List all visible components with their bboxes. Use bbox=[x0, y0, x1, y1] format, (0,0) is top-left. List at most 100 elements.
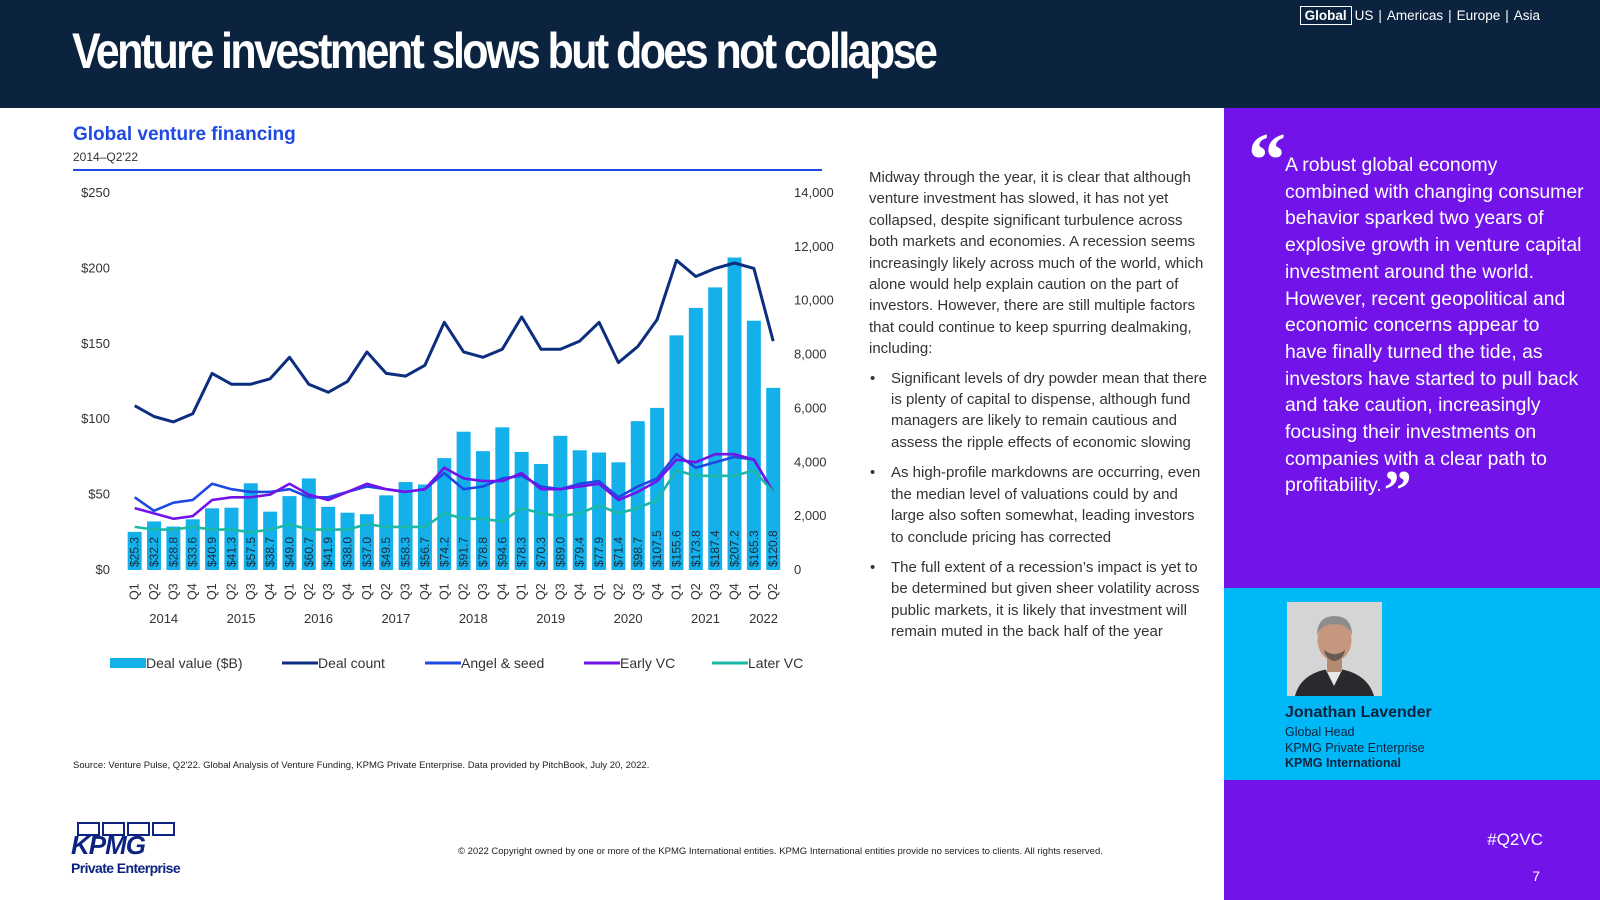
quarter-tick-label: Q3 bbox=[476, 583, 490, 600]
deal-value-label: $155.6 bbox=[669, 530, 683, 567]
deal-value-bar bbox=[688, 307, 703, 570]
left-axis-tick-label: $150 bbox=[81, 336, 110, 351]
deal-value-label: $41.9 bbox=[321, 537, 335, 567]
quote-body: A robust global economy combined with ch… bbox=[1285, 154, 1584, 497]
logo-wordmark: KPMG bbox=[71, 830, 146, 860]
region-tab-us[interactable]: US bbox=[1354, 8, 1374, 23]
body-bullet-list: Significant levels of dry powder mean th… bbox=[869, 368, 1209, 643]
quarter-tick-label: Q4 bbox=[573, 583, 587, 600]
region-tab-asia[interactable]: Asia bbox=[1513, 8, 1540, 23]
left-axis-tick-label: $100 bbox=[81, 411, 110, 426]
year-tick-label: 2019 bbox=[536, 611, 565, 626]
body-intro: Midway through the year, it is clear tha… bbox=[869, 169, 1204, 358]
quarter-tick-label: Q1 bbox=[592, 583, 606, 600]
legend-swatch bbox=[110, 658, 146, 668]
deal-value-label: $49.5 bbox=[379, 537, 393, 567]
deal-value-bar bbox=[127, 531, 142, 570]
region-tab-americas[interactable]: Americas bbox=[1386, 8, 1444, 23]
quarter-tick-label: Q1 bbox=[747, 583, 761, 600]
left-axis-tick-label: $200 bbox=[81, 260, 110, 275]
deal-value-label: $40.9 bbox=[205, 537, 219, 567]
person-name: Jonathan Lavender bbox=[1285, 704, 1432, 721]
quarter-tick-label: Q3 bbox=[708, 583, 722, 600]
quarter-tick-label: Q2 bbox=[689, 583, 703, 600]
region-separator: | bbox=[1448, 8, 1452, 23]
region-separator: | bbox=[1378, 8, 1382, 23]
deal-value-label: $187.4 bbox=[708, 530, 722, 567]
quarter-tick-label: Q4 bbox=[418, 583, 432, 600]
page-number: 7 bbox=[1532, 868, 1540, 884]
quarter-tick-label: Q4 bbox=[263, 583, 277, 600]
legend-label: Angel & seed bbox=[461, 655, 544, 671]
left-axis-tick-label: $50 bbox=[88, 487, 110, 502]
legend-label: Deal value ($B) bbox=[146, 655, 243, 671]
deal-value-bar bbox=[224, 507, 239, 570]
deal-value-label: $89.0 bbox=[553, 537, 567, 567]
deal-value-bar bbox=[147, 521, 162, 570]
deal-value-bar bbox=[514, 451, 529, 570]
deal-value-label: $38.0 bbox=[341, 537, 355, 567]
quarter-tick-label: Q3 bbox=[244, 583, 258, 600]
quarter-tick-label: Q4 bbox=[495, 583, 509, 600]
right-axis-tick-label: 10,000 bbox=[794, 293, 834, 308]
year-tick-label: 2017 bbox=[381, 611, 410, 626]
deal-value-bar bbox=[630, 421, 645, 570]
logo-subtitle: Private Enterprise bbox=[71, 860, 181, 876]
region-tab-europe[interactable]: Europe bbox=[1456, 8, 1501, 23]
deal-value-label: $78.8 bbox=[476, 537, 490, 567]
logo-boxes bbox=[77, 822, 183, 836]
deal-value-bar bbox=[746, 320, 761, 570]
right-axis-tick-label: 8,000 bbox=[794, 347, 827, 362]
deal-value-bar bbox=[766, 387, 781, 570]
quarter-tick-label: Q1 bbox=[669, 583, 683, 600]
deal-value-bar bbox=[321, 506, 336, 570]
deal-value-bar bbox=[553, 435, 568, 570]
quote-panel: “ A robust global economy combined with … bbox=[1224, 108, 1600, 588]
right-axis-tick-label: 12,000 bbox=[794, 239, 834, 254]
deal-value-label: $165.3 bbox=[747, 530, 761, 567]
right-axis-tick-label: 2,000 bbox=[794, 508, 827, 523]
quarter-tick-label: Q1 bbox=[437, 583, 451, 600]
person-unit: KPMG Private Enterprise bbox=[1285, 741, 1425, 755]
open-quote-icon: “ bbox=[1248, 118, 1286, 202]
year-tick-label: 2016 bbox=[304, 611, 333, 626]
deal-value-bar bbox=[708, 287, 723, 570]
quarter-tick-label: Q2 bbox=[611, 583, 625, 600]
deal-value-bar bbox=[727, 257, 742, 570]
deal-value-bar bbox=[166, 526, 181, 570]
quarter-tick-label: Q3 bbox=[321, 583, 335, 600]
deal-value-bar bbox=[282, 496, 297, 570]
body-bullet: Significant levels of dry powder mean th… bbox=[869, 368, 1209, 454]
quarter-tick-label: Q1 bbox=[128, 583, 142, 600]
quarter-tick-label: Q3 bbox=[553, 583, 567, 600]
chart-title: Global venture financing bbox=[73, 124, 296, 145]
region-tab-global[interactable]: Global bbox=[1299, 6, 1352, 25]
quarter-tick-label: Q3 bbox=[166, 583, 180, 600]
deal-value-label: $98.7 bbox=[631, 537, 645, 567]
year-tick-label: 2014 bbox=[149, 611, 178, 626]
quarter-tick-label: Q3 bbox=[631, 583, 645, 600]
year-tick-label: 2015 bbox=[227, 611, 256, 626]
year-tick-label: 2021 bbox=[691, 611, 720, 626]
year-tick-label: 2018 bbox=[459, 611, 488, 626]
right-axis-tick-label: 0 bbox=[794, 562, 801, 577]
deal-value-bar bbox=[243, 483, 258, 570]
deal-value-bar bbox=[456, 431, 471, 570]
hashtag[interactable]: #Q2VC bbox=[1487, 830, 1543, 849]
deal-value-bar bbox=[669, 335, 684, 570]
early-vc-line bbox=[134, 452, 775, 521]
deal-value-bar bbox=[359, 514, 374, 570]
page-title: Venture investment slows but does not co… bbox=[72, 23, 938, 79]
quarter-tick-label: Q2 bbox=[147, 583, 161, 600]
quarter-tick-label: Q4 bbox=[728, 583, 742, 600]
deal-value-label: $37.0 bbox=[360, 537, 374, 567]
quarter-tick-label: Q2 bbox=[457, 583, 471, 600]
kpmg-logo: KPMG Private Enterprise bbox=[71, 822, 183, 882]
quarter-tick-label: Q2 bbox=[302, 583, 316, 600]
deal-value-label: $25.3 bbox=[128, 537, 142, 567]
quarter-tick-label: Q3 bbox=[399, 583, 413, 600]
person-panel: Jonathan Lavender Global Head KPMG Priva… bbox=[1224, 588, 1600, 780]
deal-value-label: $56.7 bbox=[418, 537, 432, 567]
left-axis-tick-label: $250 bbox=[81, 185, 110, 200]
quarter-tick-label: Q4 bbox=[650, 583, 664, 600]
